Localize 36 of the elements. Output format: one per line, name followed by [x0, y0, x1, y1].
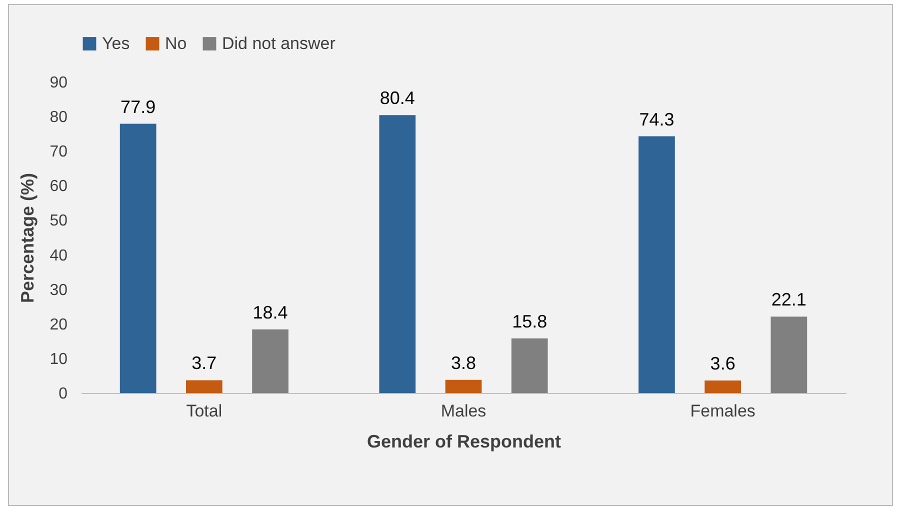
y-tick-label: 20 — [50, 316, 68, 334]
data-label: 18.4 — [252, 302, 288, 322]
bar — [379, 115, 416, 393]
bar — [770, 316, 808, 393]
data-label: 74.3 — [639, 109, 674, 130]
bar — [445, 380, 482, 393]
legend-label: Yes — [102, 34, 130, 53]
data-label: 80.4 — [380, 88, 415, 108]
y-tick-label: 30 — [50, 282, 68, 299]
y-tick-label: 70 — [50, 144, 68, 161]
y-tick-label: 40 — [50, 247, 68, 264]
x-tick-label: Total — [186, 402, 222, 420]
data-label: 3.6 — [710, 354, 736, 374]
data-label: 3.8 — [450, 352, 476, 373]
bar — [252, 329, 288, 393]
bar — [120, 124, 156, 393]
y-tick-label: 60 — [50, 178, 68, 196]
legend-label: Did not answer — [222, 34, 336, 53]
data-label: 15.8 — [512, 311, 548, 332]
data-label: 77.9 — [120, 96, 156, 117]
bar — [638, 136, 675, 393]
x-axis-title: Gender of Respondent — [366, 432, 562, 452]
x-tick-label: Males — [440, 402, 486, 420]
bar — [511, 338, 548, 393]
y-tick-label: 80 — [50, 109, 68, 126]
data-label: 3.7 — [192, 353, 217, 374]
x-tick-label: Females — [690, 402, 756, 420]
y-tick-label: 10 — [50, 350, 68, 368]
bar — [704, 380, 741, 393]
bar — [186, 380, 222, 393]
data-label: 22.1 — [771, 290, 806, 310]
y-tick-label: 0 — [58, 386, 68, 402]
y-axis-title: Percentage (%) — [18, 172, 38, 304]
y-tick-label: 90 — [50, 74, 68, 92]
y-tick-label: 50 — [50, 212, 68, 230]
legend-label: No — [165, 34, 187, 53]
